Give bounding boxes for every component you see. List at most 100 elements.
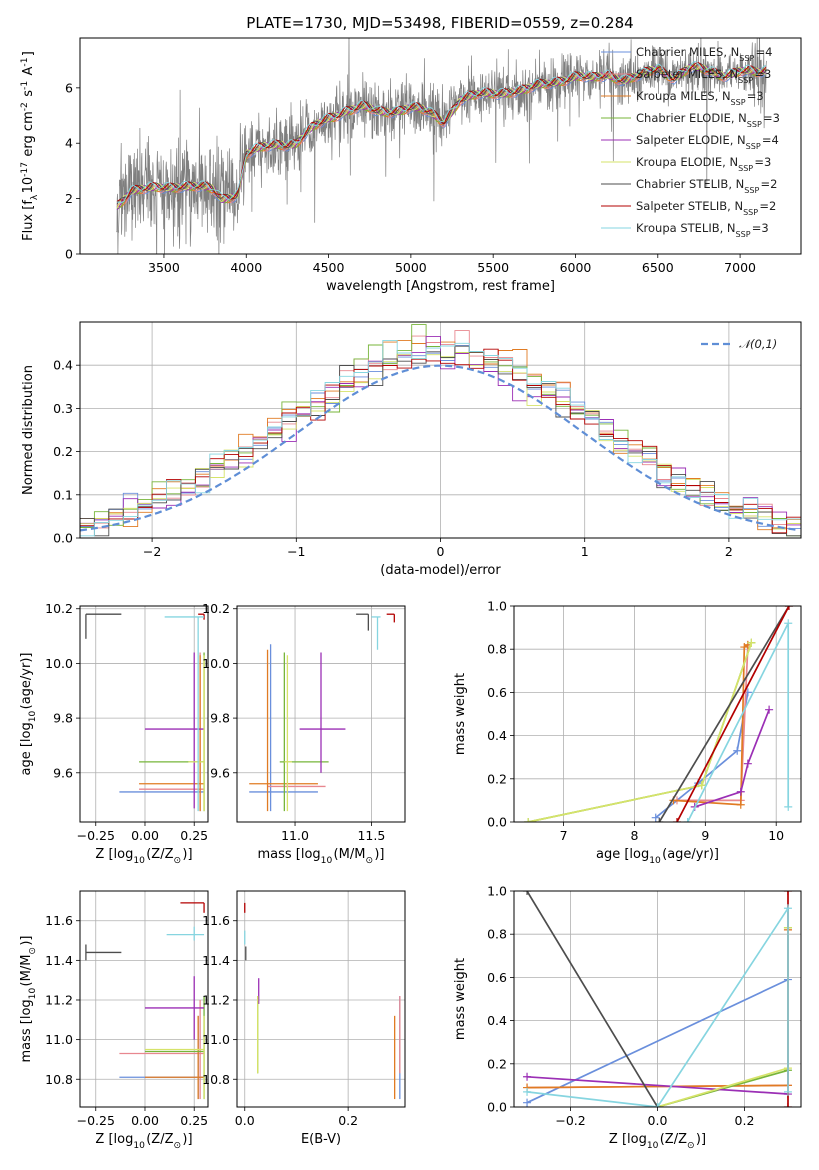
plot-area [85,613,205,812]
y-tick-label: 10.2 [202,601,230,616]
label-script: ⊙ [365,856,373,866]
y-tick-label: 9.6 [53,765,73,780]
x-tick-label: 0.0 [648,1113,668,1128]
x-tick-label: 0.00 [131,1113,159,1128]
label-script: 10 [28,988,38,1000]
y-tick-label: 10.0 [45,656,73,671]
label-script: 10 [28,710,38,722]
x-tick-label: 0 [437,544,445,559]
weight-marker-kroupa_stelib [683,818,692,822]
label-part: )] [182,1132,192,1147]
label-script: SSP [736,230,751,239]
label-part: Z [log [609,1132,647,1147]
panels: Chabrier MILES, NSSP =4 Salpeter MILES, N… [19,37,802,1151]
label-part: Flux [f [21,200,36,241]
x-tick-label: 7 [560,828,568,843]
y-axis-label: mass weight [453,958,468,1040]
y-tick-label: 9.8 [210,711,230,726]
x-tick-label: 4000 [230,260,262,275]
y-tick-label: 4 [65,136,73,151]
legend-label-salpeter_miles: Salpeter MILES, NSSP =3 [636,67,771,85]
page-title: PLATE=1730, MJD=53498, FIBERID=0559, z=0… [246,14,633,32]
x-tick-label: 4500 [313,260,345,275]
label-part: )] [182,847,192,862]
weight-line-kroupa_elodie [528,642,753,822]
label-part: erg cm [21,111,36,160]
weight-line-chabrier_elodie [528,642,753,822]
point-chabrier_stelib [85,613,122,639]
plot-area [116,38,767,254]
weight-marker-salpeter_elodie [743,759,752,768]
legend-label-kroupa_elodie: Kroupa ELODIE, NSSP =3 [636,155,771,173]
axes-frame [513,605,802,823]
label-part: mass [log [19,999,34,1062]
weight-marker-kroupa_elodie [524,818,533,822]
legend-label-chabrier_miles: Chabrier MILES, NSSP =4 [636,45,772,63]
weight-line-chabrier_stelib [658,606,790,822]
x-tick-label: 10 [768,828,784,843]
x-tick-label: −0.25 [77,1113,115,1128]
x-tick-label: 3500 [148,260,180,275]
x-tick-label: 6500 [642,260,674,275]
x-tick-label: 2 [725,544,733,559]
label-part: (Z/Z [660,1132,687,1147]
panel-spectrum: Chabrier MILES, NSSP =4 Salpeter MILES, N… [20,37,802,294]
label-part: (data-model)/error [380,563,501,578]
point-kroupa_elodie [188,655,205,812]
label-part: (age/yr)] [19,653,34,710]
point-salpeter_stelib [180,902,205,913]
weight-line-salpeter_stelib [676,606,790,822]
label-part: age [log [596,847,649,862]
gaussian-curve [80,364,799,532]
weight-marker-salpeter_stelib [784,606,793,610]
y-tick-label: 0.8 [487,642,507,657]
point-kroupa_stelib [371,616,381,650]
y-tick-label: 0.2 [53,444,73,459]
point-chabrier_miles [119,1015,205,1100]
axes-frame [79,605,209,823]
x-tick-label: 5000 [395,260,427,275]
x-tick-label: 0.25 [180,1113,208,1128]
x-tick-label: 5500 [477,260,509,275]
y-tick-label: 0.0 [53,531,73,546]
label-math: 𝒩(0,1) [739,337,777,351]
label-part: =2 [759,199,776,213]
label-part: )] [696,1132,706,1147]
label-script: SSP [738,164,753,173]
y-tick-label: 0.6 [487,970,507,985]
weight-marker-salpeter_stelib [783,891,792,895]
x-tick-label: 0.00 [131,828,159,843]
label-part: s [21,90,36,101]
weight-line-salpeter_elodie [526,1075,789,1095]
y-tick-label: 0.8 [487,927,507,942]
plot-area [524,606,793,822]
point-salpeter_elodie [144,976,205,1040]
label-script: ⊙ [174,856,182,866]
axes-frame [236,890,406,1108]
weight-line-kroupa_stelib [526,905,789,1107]
legend-label-salpeter_elodie: Salpeter ELODIE, NSSP =4 [636,133,779,151]
y-tick-label: 11.6 [45,913,73,928]
x-axis-label: E(B-V) [301,1132,341,1147]
label-script: 10 [133,856,145,866]
weight-marker-kroupa_stelib [523,1087,532,1096]
label-script: -2 [20,102,30,111]
label-part: ] [21,51,36,56]
label-script: SSP [744,186,759,195]
label-part: Z [log [95,847,133,862]
y-axis-label: Normed distribution [21,365,36,495]
legend-label-kroupa_stelib: Kroupa STELIB, NSSP =3 [636,221,769,239]
label-script: ⊙ [28,947,38,955]
spectrum-model-kroupa_stelib [116,61,766,203]
label-part: =3 [752,221,769,235]
label-part: )] [19,935,34,945]
label-script: SSP [747,120,762,129]
label-script: SSP [739,54,754,63]
legend-label-chabrier_elodie: Chabrier ELODIE, NSSP =3 [636,111,780,129]
label-part: Kroupa ELODIE, N [636,155,738,169]
label-part: Chabrier MILES, N [636,45,739,59]
axes-frame [79,37,802,255]
point-kroupa_stelib [164,616,205,812]
legend-label-kroupa_miles: Kroupa MILES, NSSP =3 [636,89,764,107]
label-part: Salpeter ELODIE, N [636,133,746,147]
